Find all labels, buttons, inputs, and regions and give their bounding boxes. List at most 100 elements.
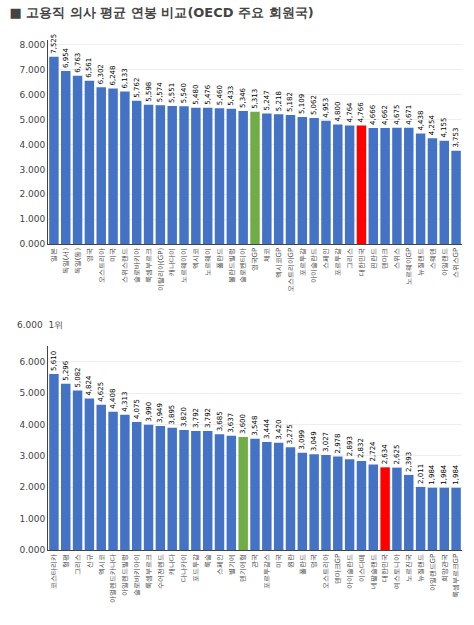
svg-text:네팔슬랜드: 네팔슬랜드: [370, 554, 378, 589]
svg-text:덴기에형: 덴기에형: [239, 554, 247, 582]
svg-text:5,610: 5,610: [50, 351, 58, 371]
svg-text:2,832: 2,832: [357, 438, 365, 458]
svg-text:3,444: 3,444: [263, 418, 271, 439]
svg-text:6.000: 6.000: [19, 90, 45, 100]
svg-text:룩셈부르크GP: 룩셈부르크GP: [452, 554, 460, 599]
svg-text:6,248: 6,248: [109, 66, 117, 86]
svg-text:1,984: 1,984: [440, 464, 448, 485]
svg-text:코스타리카: 코스타리카: [50, 554, 58, 589]
svg-text:슬로바키아이: 슬로바키아이: [133, 554, 141, 596]
svg-text:0.000: 0.000: [19, 545, 45, 555]
svg-text:8.000: 8.000: [19, 40, 45, 50]
svg-text:뉴질랜드: 뉴질랜드: [417, 248, 425, 276]
svg-text:예스토니아: 예스토니아: [393, 554, 401, 589]
svg-text:5,062: 5,062: [310, 95, 318, 115]
svg-text:스페인: 스페인: [322, 248, 330, 269]
svg-text:5,247: 5,247: [263, 90, 271, 110]
svg-text:룩셈부르크: 룩셈부르크: [145, 248, 153, 283]
svg-text:대한민국: 대한민국: [381, 554, 389, 582]
svg-text:오스트리아GP: 오스트리아GP: [287, 248, 295, 293]
svg-text:4,671: 4,671: [405, 105, 413, 125]
svg-text:포르투갈스: 포르투갈스: [263, 554, 271, 589]
svg-text:3,792: 3,792: [204, 408, 212, 428]
svg-text:5,296: 5,296: [62, 360, 70, 381]
svg-text:멕시코: 멕시코: [192, 248, 200, 269]
svg-text:캐나다이: 캐나다이: [168, 248, 176, 276]
svg-text:3.000: 3.000: [19, 165, 45, 175]
svg-text:체코: 체코: [263, 248, 271, 262]
svg-text:형평: 형평: [62, 554, 70, 568]
svg-text:4,953: 4,953: [322, 98, 330, 118]
svg-text:덴마크GP: 덴마크GP: [334, 554, 342, 585]
svg-text:스위스: 스위스: [393, 248, 401, 269]
svg-text:4,800: 4,800: [334, 102, 342, 122]
svg-text:2,393: 2,393: [405, 452, 413, 472]
svg-text:1.000: 1.000: [19, 214, 45, 224]
svg-text:6,302: 6,302: [97, 64, 105, 84]
svg-text:1,984: 1,984: [452, 464, 460, 485]
svg-text:5,082: 5,082: [74, 367, 82, 387]
svg-text:4.000: 4.000: [19, 420, 45, 430]
svg-text:노르웨이이: 노르웨이이: [180, 248, 188, 283]
svg-text:4,625: 4,625: [97, 382, 105, 402]
svg-text:5,313: 5,313: [251, 89, 259, 109]
svg-text:캐나다: 캐나다: [168, 554, 176, 575]
svg-text:멕시코: 멕시코: [98, 554, 106, 575]
svg-text:3,275: 3,275: [286, 424, 294, 444]
svg-text:2.000: 2.000: [19, 482, 45, 492]
svg-text:스위스GP: 스위스GP: [452, 248, 460, 279]
svg-text:3,637: 3,637: [227, 413, 235, 433]
svg-text:5,109: 5,109: [298, 94, 306, 114]
svg-text:폴란드: 폴란드: [299, 554, 307, 575]
svg-text:4,313: 4,313: [121, 392, 129, 412]
svg-text:이탈리아(GP): 이탈리아(GP): [157, 248, 165, 291]
svg-text:독일(서): 독일(서): [62, 248, 70, 275]
svg-text:5.000: 5.000: [19, 115, 45, 125]
svg-text:5,182: 5,182: [286, 92, 294, 112]
svg-text:덩국: 덩국: [310, 554, 318, 568]
svg-text:3.000: 3.000: [19, 451, 45, 461]
svg-text:6,133: 6,133: [121, 68, 129, 88]
svg-text:폴란드: 폴란드: [216, 248, 224, 269]
svg-text:4.000: 4.000: [19, 140, 45, 150]
svg-text:관국: 관국: [251, 554, 259, 568]
svg-text:별기에: 별기에: [228, 554, 236, 575]
svg-text:3,099: 3,099: [298, 430, 306, 450]
svg-text:0.000: 0.000: [19, 239, 45, 249]
svg-text:수어전렌드: 수어전렌드: [157, 554, 165, 589]
svg-text:4,075: 4,075: [133, 399, 141, 419]
svg-text:독일(동): 독일(동): [74, 248, 82, 275]
svg-text:4,408: 4,408: [109, 389, 117, 409]
svg-text:포드투갈: 포드투갈: [192, 554, 200, 582]
svg-text:4,666: 4,666: [369, 104, 377, 125]
svg-text:5.000: 5.000: [19, 388, 45, 398]
svg-text:아일랜드: 아일랜드: [441, 248, 449, 276]
svg-text:뉴질랜드: 뉴질랜드: [417, 554, 425, 582]
svg-text:1,984: 1,984: [428, 464, 436, 485]
svg-text:5,551: 5,551: [168, 83, 176, 103]
svg-text:4,662: 4,662: [381, 105, 389, 125]
svg-text:포르투갈: 포르투갈: [334, 248, 342, 276]
svg-text:4,764: 4,764: [346, 102, 354, 123]
svg-text:6.000: 6.000: [19, 357, 45, 367]
svg-text:원란: 원란: [287, 554, 295, 568]
svg-text:5,346: 5,346: [239, 87, 247, 108]
svg-text:4,675: 4,675: [393, 105, 401, 125]
svg-text:6,763: 6,763: [74, 53, 82, 73]
svg-text:5,460: 5,460: [216, 85, 224, 105]
svg-text:4,824: 4,824: [85, 375, 93, 396]
svg-text:아이슬란드: 아이슬란드: [346, 554, 354, 589]
svg-text:5,218: 5,218: [275, 91, 283, 111]
svg-text:6,954: 6,954: [62, 47, 70, 68]
svg-text:3,685: 3,685: [216, 411, 224, 431]
svg-text:3,600: 3,600: [239, 414, 247, 434]
svg-text:3,548: 3,548: [251, 416, 259, 436]
svg-text:영국: 영국: [86, 248, 94, 262]
svg-text:■ 고용직 의사 평균 연봉 비교(OECD 주요 회원국): ■ 고용직 의사 평균 연봉 비교(OECD 주요 회원국): [9, 5, 313, 20]
svg-text:멕시코GP: 멕시코GP: [275, 248, 283, 279]
svg-text:아일렌드빌렁: 아일렌드빌렁: [121, 554, 129, 596]
svg-text:다나카이: 다나카이: [180, 554, 188, 582]
svg-text:2,634: 2,634: [381, 444, 389, 465]
svg-text:미국: 미국: [109, 248, 117, 262]
svg-text:2,724: 2,724: [369, 441, 377, 462]
